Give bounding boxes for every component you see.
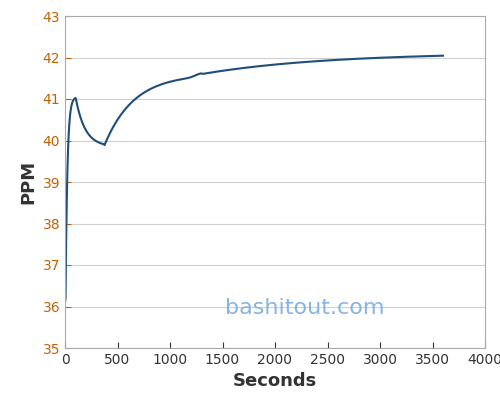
Text: bashitout.com: bashitout.com: [224, 298, 384, 318]
Y-axis label: PPM: PPM: [19, 160, 37, 204]
X-axis label: Seconds: Seconds: [233, 372, 317, 390]
